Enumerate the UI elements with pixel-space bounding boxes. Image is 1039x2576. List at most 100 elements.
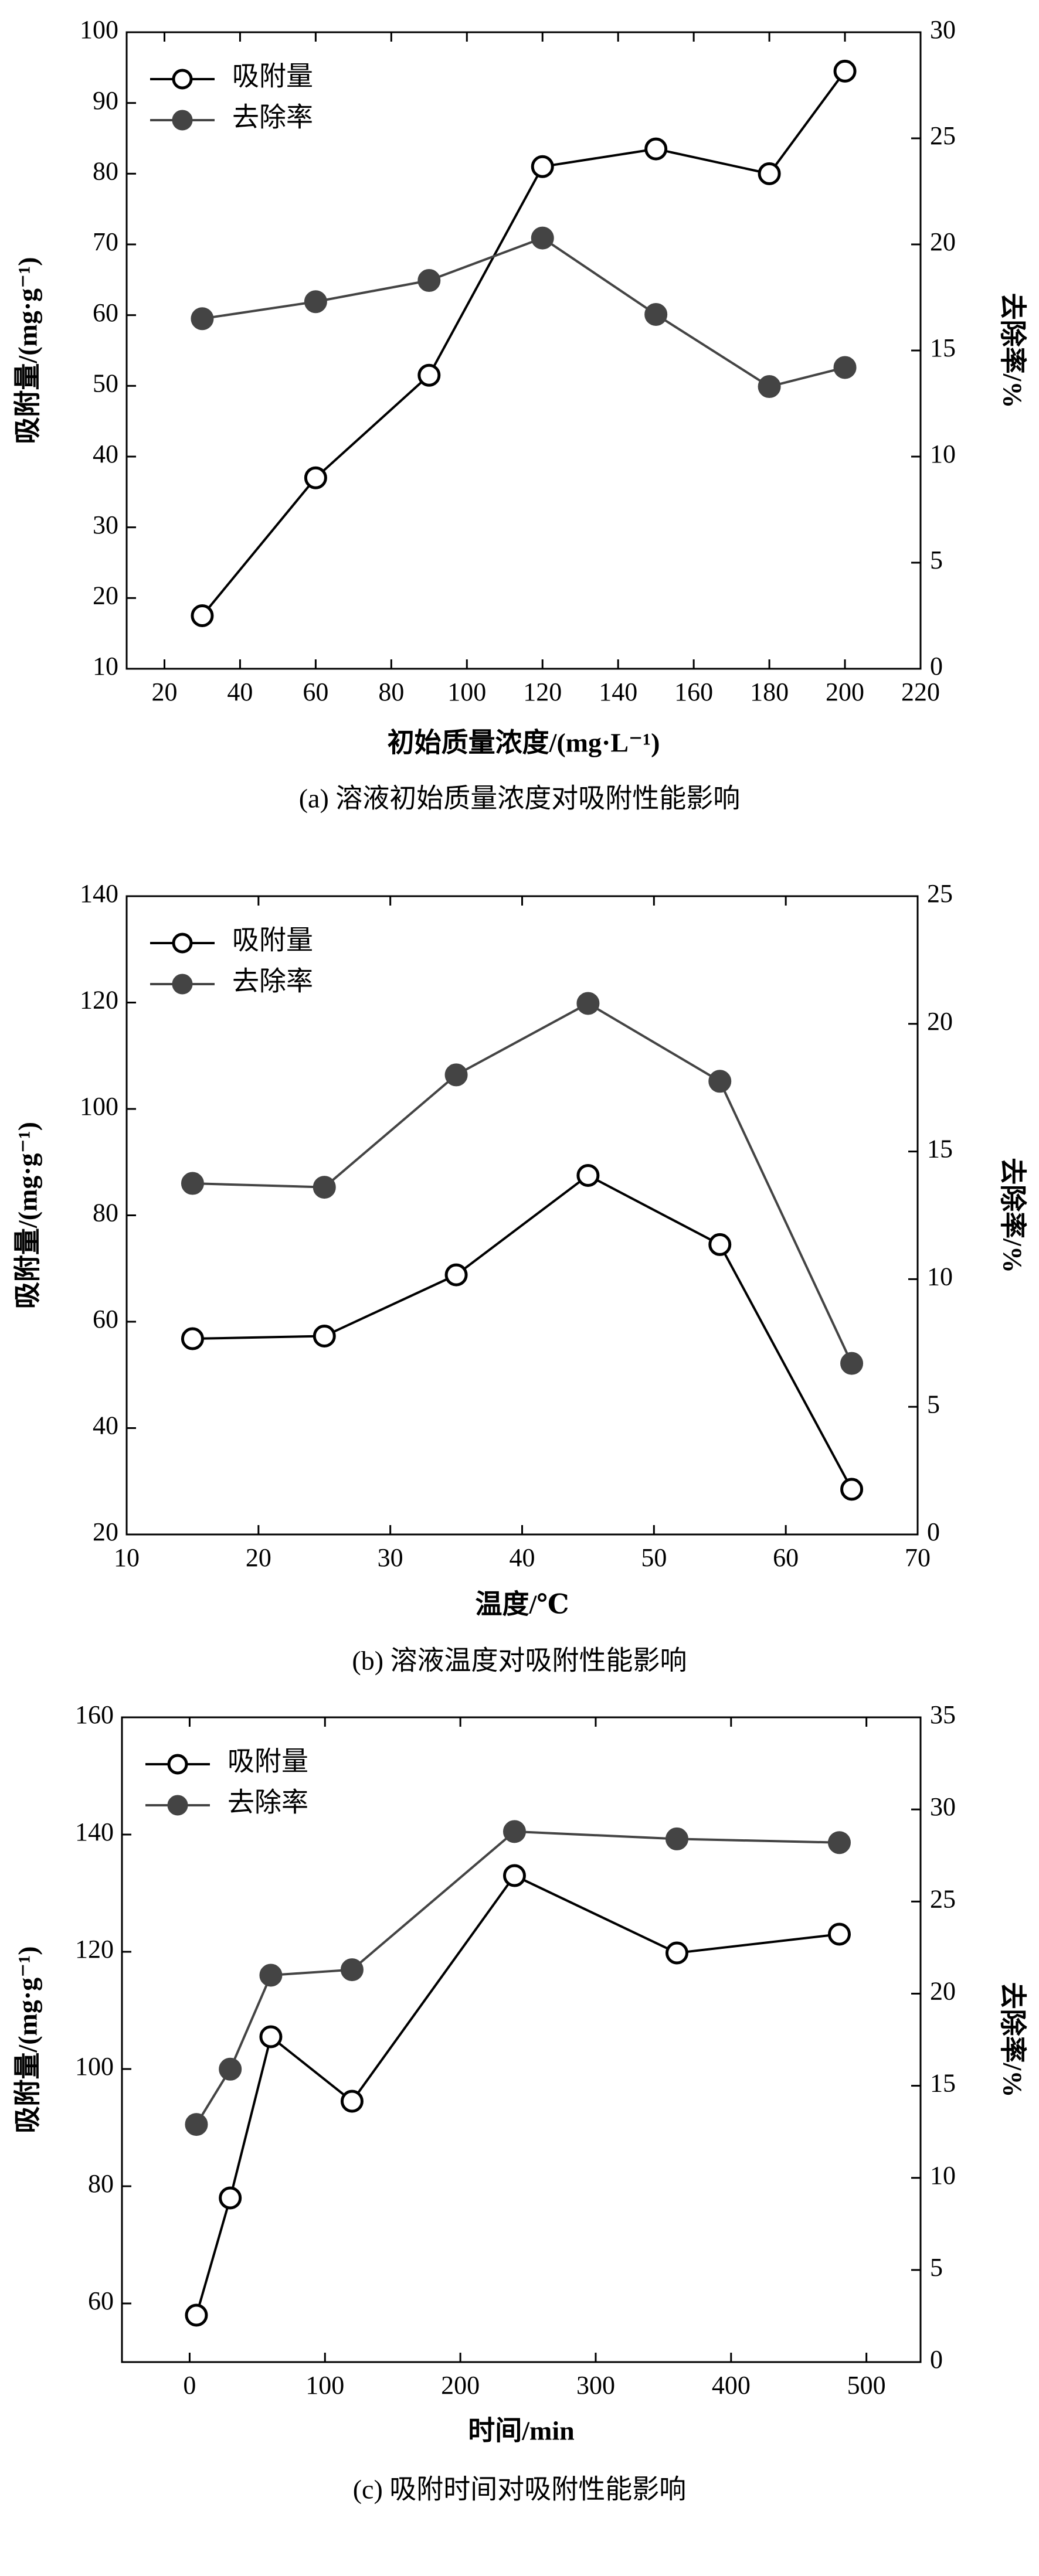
y2-tick-label: 20 <box>927 1007 953 1036</box>
y-tick-label: 60 <box>93 298 118 327</box>
legend-label: 去除率 <box>232 103 313 132</box>
y-tick-label: 100 <box>80 15 118 44</box>
y2-tick-label: 0 <box>930 652 943 680</box>
x-axis-label: 温度/℃ <box>476 1590 569 1619</box>
x-tick-label: 40 <box>227 678 253 706</box>
x-tick-label: 500 <box>847 2371 886 2400</box>
y-tick-label: 40 <box>93 1411 118 1440</box>
series-line <box>192 1002 853 1364</box>
chart-panel: 20 40 60 80 100 120 140 160 180 200 22010203040506… <box>13 15 1028 813</box>
data-point <box>340 1958 364 1982</box>
x-tick-label: 20 <box>151 678 177 706</box>
caption: (c) 吸附时间对吸附性能影响 <box>353 2475 687 2504</box>
data-point <box>827 1831 851 1854</box>
y2-tick-label: 10 <box>930 440 956 468</box>
series-line <box>202 236 846 388</box>
y2-axis-label: 去除率/% <box>997 1982 1027 2098</box>
legend-label: 吸附量 <box>232 925 313 955</box>
x-tick-label: 160 <box>674 678 713 706</box>
x-tick-label: 70 <box>905 1543 931 1572</box>
y2-tick-label: 30 <box>930 15 956 44</box>
y-tick-label: 80 <box>88 2169 114 2198</box>
y2-tick-label: 35 <box>930 1700 956 1729</box>
x-tick-label: 40 <box>510 1543 535 1572</box>
legend-label: 去除率 <box>232 967 313 996</box>
x-tick-label: 10 <box>114 1543 140 1572</box>
y-tick-label: 50 <box>93 369 118 397</box>
x-tick-label: 100 <box>447 678 486 706</box>
data-point <box>531 226 554 250</box>
y2-tick-label: 30 <box>930 1792 956 1821</box>
x-tick-label: 220 <box>901 678 940 706</box>
data-point <box>665 1827 688 1850</box>
legend-marker <box>167 1795 188 1816</box>
x-tick-label: 300 <box>576 2371 615 2400</box>
y-tick-label: 80 <box>93 1199 118 1227</box>
y-tick-label: 160 <box>75 1700 114 1729</box>
y2-tick-label: 0 <box>930 2345 943 2374</box>
data-point <box>833 356 857 379</box>
x-tick-label: 50 <box>641 1543 667 1572</box>
y-tick-label: 10 <box>93 652 118 680</box>
data-point <box>758 375 781 399</box>
x-axis-label: 时间/min <box>468 2416 574 2446</box>
data-point <box>576 1163 600 1187</box>
y-tick-label: 30 <box>93 511 118 539</box>
y2-tick-label: 20 <box>930 227 956 256</box>
y-axis-label: 吸附量/(mg·g⁻¹) <box>13 1122 43 1309</box>
y2-tick-label: 0 <box>927 1517 940 1546</box>
x-tick-label: 30 <box>378 1543 403 1572</box>
y2-tick-label: 15 <box>930 2069 956 2098</box>
data-point <box>665 1941 688 1965</box>
y2-tick-label: 5 <box>930 546 943 574</box>
y2-tick-label: 15 <box>927 1135 953 1163</box>
y2-axis-label: 去除率/% <box>997 293 1027 409</box>
data-point <box>219 2057 242 2081</box>
plot-frame <box>121 1716 922 2363</box>
y-tick-label: 140 <box>80 879 118 908</box>
y-tick-label: 60 <box>93 1305 118 1333</box>
caption: (a) 溶液初始质量浓度对吸附性能影响 <box>299 784 741 814</box>
legend-marker <box>172 69 193 90</box>
data-point <box>840 1478 864 1501</box>
x-tick-label: 60 <box>303 678 328 706</box>
x-tick-label: 0 <box>183 2371 196 2400</box>
data-point <box>181 1327 204 1350</box>
data-point <box>644 137 668 161</box>
y-tick-label: 100 <box>80 1092 118 1121</box>
y-axis-label: 吸附量/(mg·g⁻¹) <box>13 257 43 444</box>
data-point <box>340 2090 364 2113</box>
data-point <box>313 1325 336 1348</box>
data-point <box>191 307 214 331</box>
data-point <box>185 2303 208 2327</box>
y2-tick-label: 25 <box>930 121 956 150</box>
x-tick-label: 140 <box>599 678 637 706</box>
data-point <box>185 2113 208 2136</box>
y2-axis-label: 去除率/% <box>997 1158 1027 1273</box>
chart-panel: 0 100 200 300 400 500 60 80 100 120 140 160 0 5 10 15 20… <box>13 1700 1028 2504</box>
y-tick-label: 40 <box>93 440 118 468</box>
data-point <box>219 2186 242 2210</box>
series-line <box>195 1874 840 2316</box>
x-tick-label: 180 <box>750 678 789 706</box>
y-tick-label: 20 <box>93 1517 118 1546</box>
y2-tick-label: 25 <box>927 879 953 908</box>
x-tick-label: 100 <box>305 2371 344 2400</box>
data-point <box>840 1352 864 1375</box>
data-point <box>417 363 441 387</box>
series-line <box>201 70 846 617</box>
y2-tick-label: 10 <box>927 1262 953 1291</box>
data-point <box>191 604 214 627</box>
data-point <box>576 992 600 1015</box>
y2-tick-label: 5 <box>930 2253 943 2282</box>
y-tick-label: 120 <box>75 1935 114 1964</box>
legend-marker <box>172 110 193 131</box>
x-tick-label: 120 <box>523 678 562 706</box>
y2-tick-label: 15 <box>930 334 956 362</box>
legend-marker <box>172 933 193 954</box>
data-point <box>304 290 327 314</box>
data-point <box>708 1070 732 1093</box>
data-point <box>313 1176 336 1199</box>
data-point <box>708 1233 732 1256</box>
